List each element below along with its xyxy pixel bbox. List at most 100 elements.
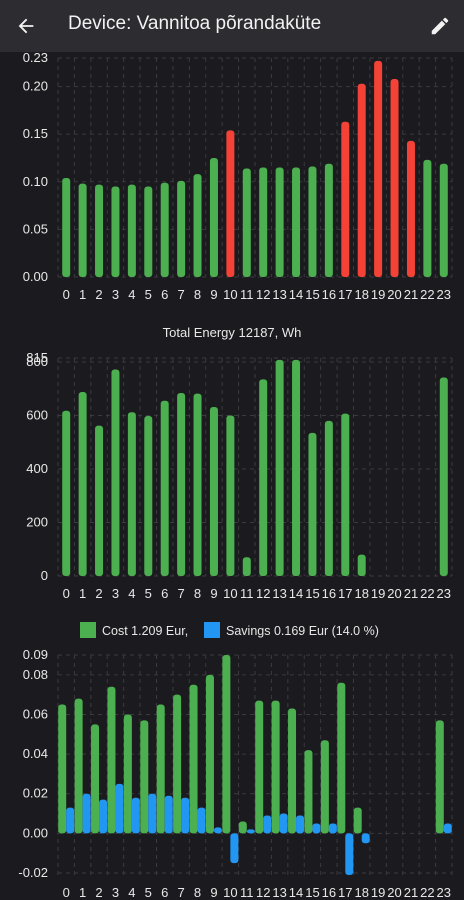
cost-bar [140, 720, 149, 834]
cost-bar [91, 724, 100, 834]
price-x-tick-label: 22 [420, 287, 434, 302]
price-x-tick-label: 5 [145, 287, 152, 302]
price-bar [62, 177, 71, 277]
energy-x-tick-label: 10 [223, 586, 237, 601]
energy-x-tick-label: 21 [404, 586, 418, 601]
cost-bar [156, 704, 165, 834]
legend-label-savings[interactable]: Savings 0.169 Eur (14.0 %) [226, 624, 379, 638]
back-button[interactable] [10, 10, 42, 42]
cost-x-tick-label: 18 [354, 885, 368, 900]
energy-y-tick-label: 400 [26, 461, 48, 476]
price-x-tick-label: 21 [404, 287, 418, 302]
savings-bar [213, 827, 222, 834]
cost-bar [288, 708, 297, 834]
price-bar [324, 163, 333, 277]
savings-bar [263, 815, 272, 834]
energy-bar [209, 406, 218, 576]
top-app-bar: Device: Vannitoa põrandaküte [0, 0, 464, 52]
legend-label-cost[interactable]: Cost 1.209 Eur, [102, 624, 188, 638]
price-x-tick-label: 9 [210, 287, 217, 302]
cost-bar [173, 694, 182, 834]
price-x-tick-label: 6 [161, 287, 168, 302]
cost-x-tick-label: 5 [145, 885, 152, 900]
price-chart: 0.000.050.100.150.200.230 1 2 3 4 5 6 7 8 9 10 11 12… [23, 52, 453, 302]
price-bar [275, 167, 284, 277]
price-bar [390, 78, 399, 277]
cost-bar [271, 700, 280, 834]
energy-x-tick-label: 0 [63, 586, 70, 601]
price-y-tick-label: 0.00 [23, 269, 48, 284]
savings-bar [345, 833, 354, 875]
cost-bar [435, 720, 444, 834]
cost-bar [238, 821, 247, 834]
cost-bar [222, 655, 231, 834]
energy-y-tick-label: 815 [26, 350, 48, 365]
energy-x-tick-label: 14 [289, 586, 303, 601]
savings-bar [312, 823, 321, 834]
cost-y-tick-label: -0.02 [18, 865, 48, 880]
energy-x-tick-label: 22 [420, 586, 434, 601]
energy-bar [439, 377, 448, 576]
savings-bar [443, 823, 452, 834]
savings-bar [181, 797, 190, 834]
energy-bar [78, 391, 87, 576]
price-x-tick-label: 2 [95, 287, 102, 302]
cost-bar [304, 750, 313, 834]
price-bar [78, 183, 87, 277]
savings-bar [230, 833, 239, 864]
price-bar [374, 60, 383, 277]
cost-x-tick-label: 22 [420, 885, 434, 900]
price-bar [226, 130, 235, 277]
energy-x-tick-label: 1 [79, 586, 86, 601]
cost-y-tick-label: 0.02 [23, 786, 48, 801]
energy-x-tick-label: 16 [322, 586, 336, 601]
energy-bar [242, 557, 251, 576]
price-bar [144, 186, 153, 277]
cost-x-tick-label: 2 [95, 885, 102, 900]
price-bar [177, 180, 186, 277]
cost-x-tick-label: 19 [371, 885, 385, 900]
cost-y-tick-label: 0.06 [23, 706, 48, 721]
price-x-tick-label: 11 [240, 287, 254, 302]
price-x-tick-label: 3 [112, 287, 119, 302]
cost-bar [320, 740, 329, 834]
price-bar [292, 167, 301, 277]
edit-button[interactable] [424, 10, 456, 42]
price-x-tick-label: 19 [371, 287, 385, 302]
price-y-tick-label: 0.15 [23, 126, 48, 141]
energy-y-tick-label: 800 [26, 354, 48, 369]
price-x-tick-label: 18 [354, 287, 368, 302]
price-bar [259, 167, 268, 277]
cost-bar [337, 682, 346, 834]
savings-bar [296, 815, 305, 834]
energy-x-tick-label: 18 [354, 586, 368, 601]
price-bar [406, 140, 415, 277]
energy-bar [62, 410, 71, 576]
savings-bar [148, 793, 157, 834]
cost-bar [353, 807, 362, 834]
energy-x-tick-label: 7 [178, 586, 185, 601]
savings-bar [82, 793, 91, 834]
cost-x-tick-label: 7 [178, 885, 185, 900]
price-bar [160, 182, 169, 277]
price-x-tick-label: 16 [322, 287, 336, 302]
energy-x-tick-label: 3 [112, 586, 119, 601]
price-x-tick-label: 8 [194, 287, 201, 302]
energy-x-tick-label: 2 [95, 586, 102, 601]
pencil-icon [431, 17, 449, 35]
energy-y-tick-label: 200 [26, 515, 48, 530]
savings-bar [131, 797, 140, 834]
cost-x-tick-label: 12 [256, 885, 270, 900]
energy-x-tick-label: 17 [338, 586, 352, 601]
savings-bar [164, 795, 173, 834]
energy-x-tick-label: 19 [371, 586, 385, 601]
cost-x-tick-label: 17 [338, 885, 352, 900]
energy-bar [292, 359, 301, 576]
energy-bar [259, 379, 268, 576]
cost-x-tick-label: 1 [79, 885, 86, 900]
price-x-tick-label: 12 [256, 287, 270, 302]
price-bar [308, 166, 317, 277]
energy-x-tick-label: 9 [210, 586, 217, 601]
